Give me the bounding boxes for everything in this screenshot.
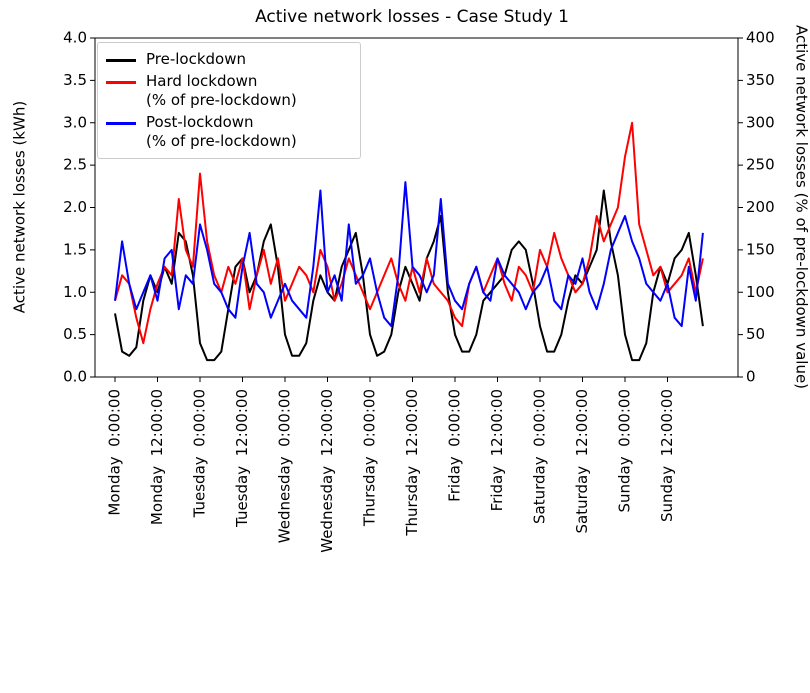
x-tick-label: Wednesday 12:00:00 xyxy=(318,389,336,553)
x-tick-label: Tuesday 0:00:00 xyxy=(191,389,209,518)
x-tick-label: Thursday 12:00:00 xyxy=(403,389,421,537)
y2-axis-label: Active network losses (% of pre-lockdown… xyxy=(793,25,810,389)
y2-tick-label: 200 xyxy=(746,198,775,216)
line-series xyxy=(114,189,704,362)
legend-swatch xyxy=(106,59,136,62)
legend-item: Hard lockdown (% of pre-lockdown) xyxy=(98,72,360,110)
y-axis-label: Active network losses (kWh) xyxy=(11,101,29,313)
chart-title: Active network losses - Case Study 1 xyxy=(255,7,569,27)
x-tick-label: Saturday 12:00:00 xyxy=(573,389,591,534)
legend-label: Pre-lockdown xyxy=(146,50,247,68)
x-tick-label: Thursday 0:00:00 xyxy=(361,389,379,527)
y-tick-label: 0.0 xyxy=(63,368,87,386)
x-tick-label: Monday 12:00:00 xyxy=(148,389,166,525)
y2-tick-label: 350 xyxy=(746,71,775,89)
x-tick-label: Wednesday 0:00:00 xyxy=(276,389,294,543)
x-tick-label: Tuesday 12:00:00 xyxy=(233,389,251,528)
y2-tick-label: 250 xyxy=(746,156,775,174)
legend-label: Post-lockdown (% of pre-lockdown) xyxy=(146,113,297,150)
x-tick-label: Friday 12:00:00 xyxy=(488,389,506,511)
line-series xyxy=(114,121,704,345)
y2-tick-label: 150 xyxy=(746,240,775,258)
x-tick-label: Saturday 0:00:00 xyxy=(531,389,549,524)
legend-swatch xyxy=(106,81,136,84)
y-tick-label: 3.5 xyxy=(63,71,87,89)
y2-tick-label: 50 xyxy=(746,325,765,343)
y-tick-label: 2.5 xyxy=(63,156,87,174)
y-tick-label: 0.5 xyxy=(63,325,87,343)
y2-tick-label: 400 xyxy=(746,29,775,47)
legend: Pre-lockdown Hard lockdown (% of pre-lock… xyxy=(97,42,361,159)
x-tick-label: Sunday 12:00:00 xyxy=(658,389,676,522)
y2-tick-label: 300 xyxy=(746,113,775,131)
legend-item: Pre-lockdown xyxy=(98,50,360,69)
x-tick-label: Friday 0:00:00 xyxy=(446,389,464,502)
x-tick-label: Monday 0:00:00 xyxy=(106,389,124,516)
y-tick-label: 1.0 xyxy=(63,283,87,301)
y-tick-label: 1.5 xyxy=(63,240,87,258)
y-tick-label: 4.0 xyxy=(63,29,87,47)
y2-tick-label: 100 xyxy=(746,283,775,301)
line-series xyxy=(114,181,704,328)
x-tick-label: Sunday 0:00:00 xyxy=(616,389,634,513)
legend-item: Post-lockdown (% of pre-lockdown) xyxy=(98,113,360,151)
y-tick-label: 3.0 xyxy=(63,113,87,131)
y-tick-label: 2.0 xyxy=(63,198,87,216)
legend-label: Hard lockdown (% of pre-lockdown) xyxy=(146,72,297,109)
legend-swatch xyxy=(106,122,136,125)
y2-tick-label: 0 xyxy=(746,368,756,386)
